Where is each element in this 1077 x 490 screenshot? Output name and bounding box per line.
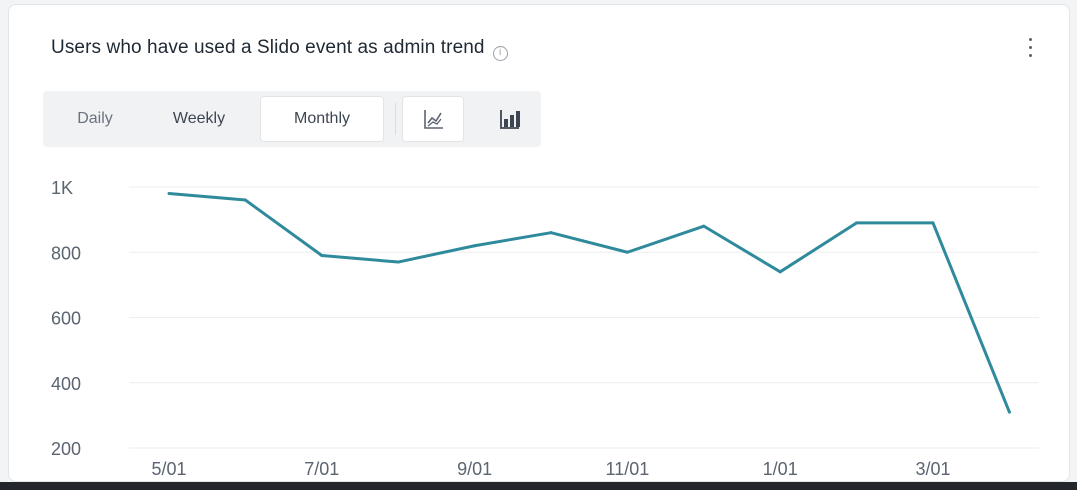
data-point[interactable] <box>243 198 247 202</box>
more-vertical-icon[interactable] <box>1025 35 1035 61</box>
x-tick-label: 9/01 <box>457 459 492 479</box>
series-line <box>168 192 1011 413</box>
chart-card: Users who have used a Slido event as adm… <box>8 4 1070 482</box>
y-tick-label: 600 <box>51 309 81 329</box>
chart-title-row: Users who have used a Slido event as adm… <box>51 37 508 61</box>
y-tick-label: 200 <box>51 439 81 459</box>
data-point[interactable] <box>931 221 935 225</box>
info-circle-icon[interactable]: i <box>492 46 508 61</box>
line-chart-toggle[interactable] <box>403 97 463 141</box>
data-point[interactable] <box>855 221 859 225</box>
x-tick-label: 5/01 <box>151 459 186 479</box>
data-point[interactable] <box>167 192 171 196</box>
period-daily-button[interactable]: Daily <box>77 110 113 127</box>
y-tick-label: 800 <box>51 243 81 263</box>
bar-chart-icon <box>500 110 520 129</box>
data-point[interactable] <box>473 244 477 248</box>
data-point[interactable] <box>320 254 324 258</box>
x-tick-label: 1/01 <box>763 459 798 479</box>
x-tick-label: 7/01 <box>304 459 339 479</box>
x-tick-label: 3/01 <box>915 459 950 479</box>
y-tick-label: 1K <box>51 178 73 198</box>
period-weekly-button[interactable]: Weekly <box>172 110 226 127</box>
bar-chart-toggle[interactable] <box>479 97 539 141</box>
x-tick-label: 11/01 <box>606 459 650 479</box>
line-chart: 200 400 600 800 1K 5/01 7/01 9/01 11/01 1/01 3/01 <box>51 178 1039 479</box>
controls-divider <box>395 103 396 135</box>
data-point[interactable] <box>625 250 629 254</box>
data-point[interactable] <box>549 231 553 235</box>
data-point[interactable] <box>1007 410 1011 414</box>
chart-controls: Daily Weekly Monthly <box>43 91 541 147</box>
data-point[interactable] <box>778 270 782 274</box>
line-chart-icon <box>424 110 443 129</box>
window-bottom-edge <box>0 482 1077 490</box>
data-point[interactable] <box>396 260 400 264</box>
y-tick-label: 400 <box>51 374 81 394</box>
data-point[interactable] <box>702 224 706 228</box>
chart-title: Users who have used a Slido event as adm… <box>51 37 485 58</box>
period-monthly-button[interactable]: Monthly <box>261 97 383 141</box>
